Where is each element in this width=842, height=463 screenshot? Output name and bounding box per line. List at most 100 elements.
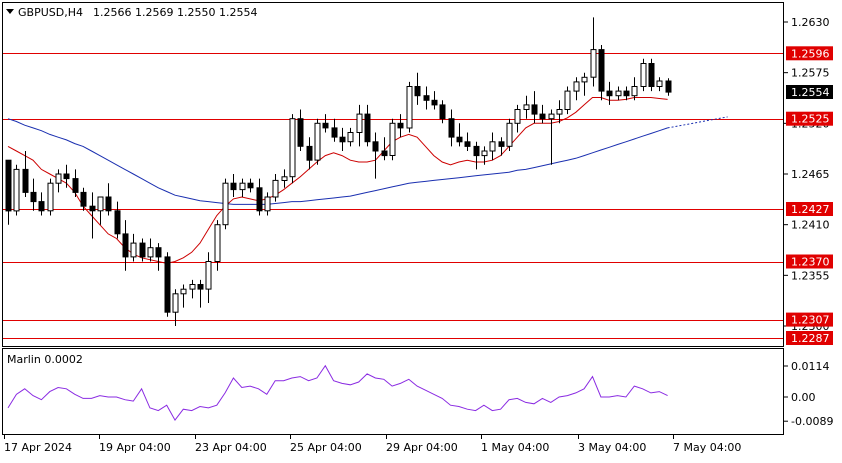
candle bbox=[539, 104, 546, 124]
candle bbox=[281, 169, 288, 188]
candle-body bbox=[506, 122, 513, 147]
candle bbox=[506, 118, 513, 151]
symbol-menu-icon[interactable] bbox=[6, 9, 14, 14]
candle bbox=[489, 132, 496, 161]
level-tag bbox=[786, 46, 833, 61]
candle bbox=[423, 86, 430, 110]
candle-body bbox=[464, 141, 471, 147]
candles bbox=[5, 17, 672, 326]
candle bbox=[80, 187, 87, 211]
candle-body bbox=[89, 205, 96, 212]
candle bbox=[389, 118, 396, 161]
candle bbox=[606, 81, 613, 105]
candle-body bbox=[539, 113, 546, 120]
candle bbox=[205, 252, 212, 303]
candle bbox=[531, 91, 538, 124]
current-price-tag bbox=[786, 85, 833, 99]
price-axis[interactable]: 1.26301.25751.25201.24651.24101.23551.23… bbox=[784, 16, 833, 345]
time-axis[interactable]: 17 Apr 2024 19 Apr 04:00 23 Apr 04:00 25 Ap… bbox=[4, 435, 741, 454]
candle bbox=[439, 100, 446, 124]
candle-body bbox=[656, 80, 663, 87]
price-tick-label: 1.2465 bbox=[791, 168, 830, 181]
candle-body bbox=[239, 182, 246, 191]
candle-body bbox=[389, 122, 396, 157]
candle bbox=[30, 178, 37, 211]
candle-body bbox=[322, 122, 329, 129]
candle-body bbox=[314, 122, 321, 161]
candle-body bbox=[431, 99, 438, 106]
indicator-tick-label: 0.00 bbox=[791, 391, 816, 404]
candle bbox=[114, 201, 121, 239]
candle bbox=[297, 109, 304, 151]
candle bbox=[656, 77, 663, 92]
slow-ma-line bbox=[7, 116, 728, 205]
candle bbox=[306, 137, 313, 170]
candle-body bbox=[439, 104, 446, 120]
candle bbox=[640, 58, 647, 92]
candle-body bbox=[281, 176, 288, 182]
candle bbox=[381, 137, 388, 161]
candle bbox=[289, 114, 296, 184]
candle bbox=[322, 114, 329, 133]
candle-body bbox=[364, 113, 371, 143]
candle-body bbox=[381, 150, 388, 157]
candle-body bbox=[155, 247, 162, 258]
candle-body bbox=[47, 182, 54, 212]
candle-body bbox=[514, 109, 521, 124]
candle-body bbox=[197, 284, 204, 290]
candle-body bbox=[222, 182, 229, 226]
candle bbox=[147, 238, 154, 262]
candle bbox=[573, 77, 580, 101]
candle bbox=[665, 78, 672, 96]
candle-body bbox=[564, 90, 571, 110]
candle bbox=[623, 86, 630, 101]
candle-body bbox=[230, 182, 237, 191]
level-tag-label: 1.2525 bbox=[791, 113, 830, 126]
candle bbox=[105, 183, 112, 216]
candle bbox=[197, 279, 204, 308]
candle-body bbox=[114, 210, 121, 235]
candle-body bbox=[297, 118, 304, 147]
ohlc-readout: 1.2566 1.2569 1.2550 1.2554 bbox=[93, 6, 257, 19]
candle bbox=[397, 114, 404, 138]
candle-body bbox=[38, 201, 45, 212]
candle bbox=[180, 284, 187, 308]
candle bbox=[548, 109, 555, 165]
time-tick-label: 3 May 04:00 bbox=[578, 441, 646, 454]
candle bbox=[372, 132, 379, 179]
candle-body bbox=[523, 104, 530, 111]
candle bbox=[5, 159, 12, 225]
candle-body bbox=[581, 76, 588, 83]
candle-body bbox=[130, 242, 137, 258]
candle-body bbox=[289, 118, 296, 178]
candle-body bbox=[573, 81, 580, 92]
candle-body bbox=[189, 284, 196, 290]
candle bbox=[473, 141, 480, 170]
time-tick-label: 23 Apr 04:00 bbox=[195, 441, 267, 454]
candle-body bbox=[264, 196, 271, 212]
candle bbox=[564, 86, 571, 115]
candle-body bbox=[598, 49, 605, 92]
candle-body bbox=[72, 178, 79, 193]
candle bbox=[214, 220, 221, 271]
symbol-title: GBPUSD,H4 bbox=[18, 6, 83, 19]
candle bbox=[256, 178, 263, 216]
candle bbox=[414, 72, 421, 105]
level-tag-label: 1.2427 bbox=[791, 203, 830, 216]
candle bbox=[431, 91, 438, 110]
slow-ma-path bbox=[7, 118, 668, 205]
level-tag bbox=[786, 331, 833, 345]
time-tick-label: 17 Apr 2024 bbox=[4, 441, 72, 454]
candle-body bbox=[339, 136, 346, 143]
level-tag-label: 1.2596 bbox=[791, 47, 830, 60]
candle bbox=[523, 95, 530, 119]
candle-body bbox=[80, 191, 87, 207]
candle bbox=[155, 243, 162, 271]
candle-body bbox=[640, 63, 647, 87]
candle-body bbox=[414, 86, 421, 97]
candle bbox=[47, 178, 54, 216]
candle bbox=[456, 123, 463, 147]
candle-body bbox=[164, 256, 171, 313]
